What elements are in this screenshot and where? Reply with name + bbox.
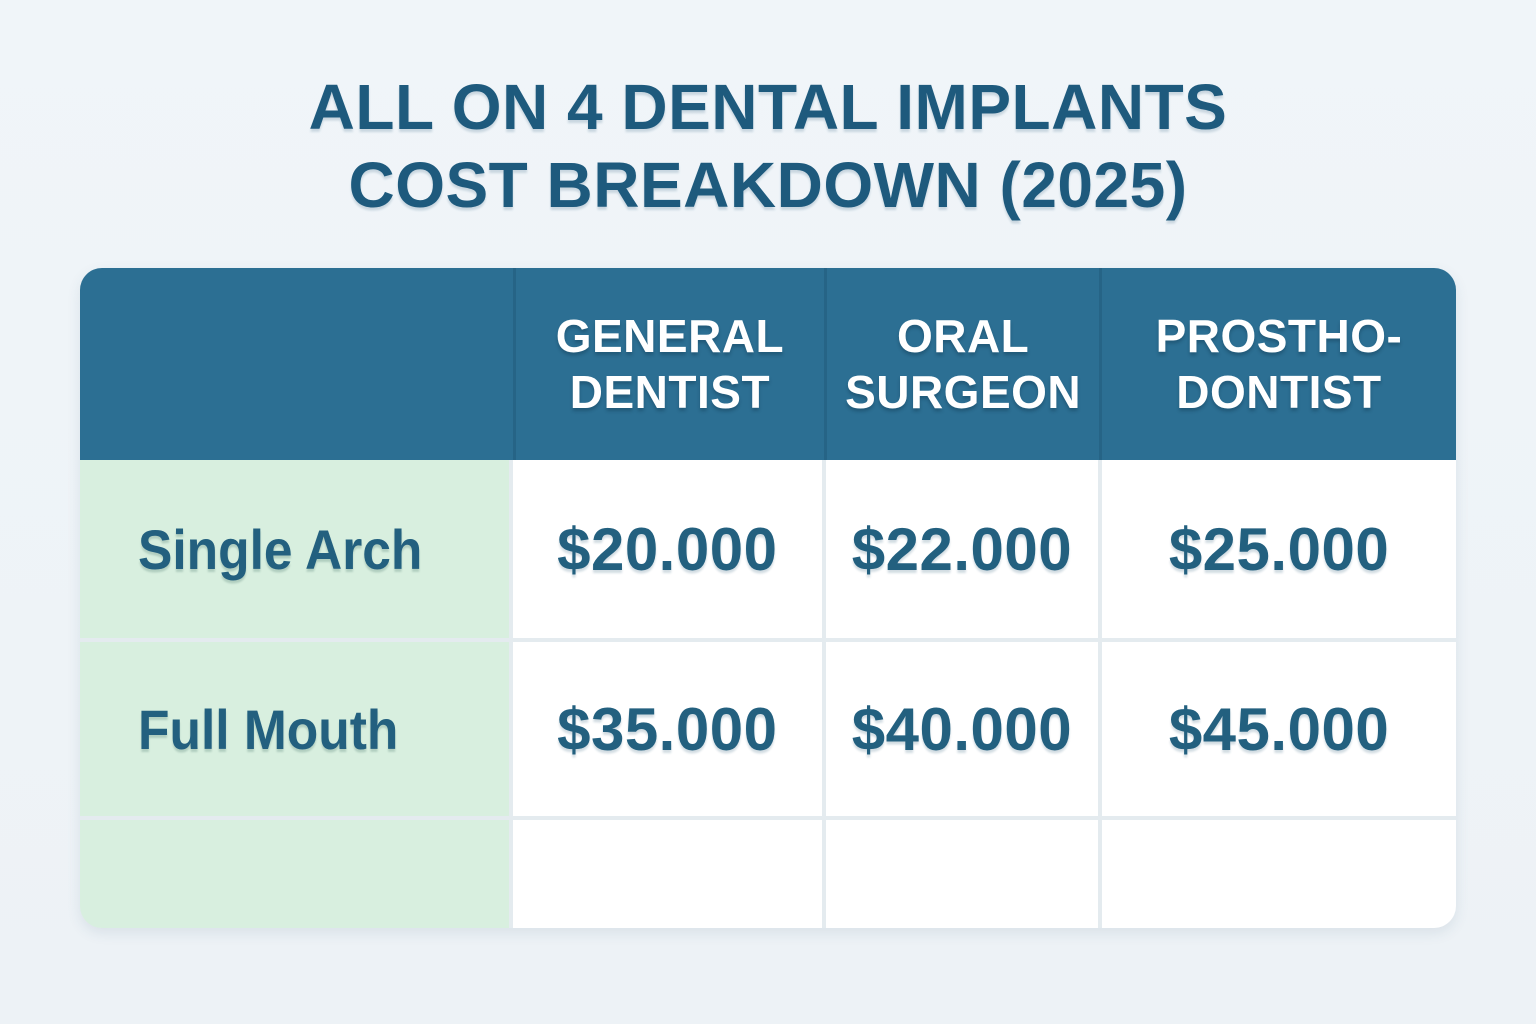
table-corner-cell <box>80 268 513 460</box>
row-label-single-arch: Single Arch <box>80 460 509 638</box>
empty-value-cell <box>825 820 1099 928</box>
column-header-prosthodontist: PROSTHO- DONTIST <box>1098 268 1456 460</box>
price-single-arch-general-dentist: $20.000 <box>512 460 822 638</box>
header-line: DONTIST <box>1176 366 1382 418</box>
row-label-full-mouth: Full Mouth <box>80 642 509 816</box>
price-single-arch-prosthodontist: $25.000 <box>1102 460 1456 638</box>
table-body: Single Arch $20.000 $22.000 $25.000 Full… <box>80 460 1456 928</box>
empty-value-cell <box>512 820 822 928</box>
empty-label-cell <box>80 820 509 928</box>
title-line-1: ALL ON 4 DENTAL IMPLANTS <box>308 71 1228 143</box>
header-line: GENERAL <box>555 310 785 362</box>
price-single-arch-oral-surgeon: $22.000 <box>825 460 1099 638</box>
page-title: ALL ON 4 DENTAL IMPLANTS COST BREAKDOWN … <box>0 68 1536 224</box>
row-label-text: Single Arch <box>138 517 423 581</box>
header-line: DENTIST <box>569 366 771 418</box>
price-full-mouth-general-dentist: $35.000 <box>512 642 822 816</box>
header-line: SURGEON <box>845 366 1082 418</box>
table-header-row: GENERAL DENTIST ORAL SURGEON PROSTHO- DO… <box>80 268 1456 460</box>
column-header-general-dentist: GENERAL DENTIST <box>512 268 825 460</box>
title-line-2: COST BREAKDOWN (2025) <box>348 149 1188 221</box>
header-line: PROSTHO- <box>1155 310 1403 362</box>
price-full-mouth-prosthodontist: $45.000 <box>1102 642 1456 816</box>
column-header-oral-surgeon: ORAL SURGEON <box>824 268 1099 460</box>
row-label-text: Full Mouth <box>138 697 399 761</box>
cost-breakdown-table: GENERAL DENTIST ORAL SURGEON PROSTHO- DO… <box>80 268 1456 928</box>
empty-value-cell <box>1102 820 1456 928</box>
price-full-mouth-oral-surgeon: $40.000 <box>825 642 1099 816</box>
header-line: ORAL <box>896 310 1030 362</box>
